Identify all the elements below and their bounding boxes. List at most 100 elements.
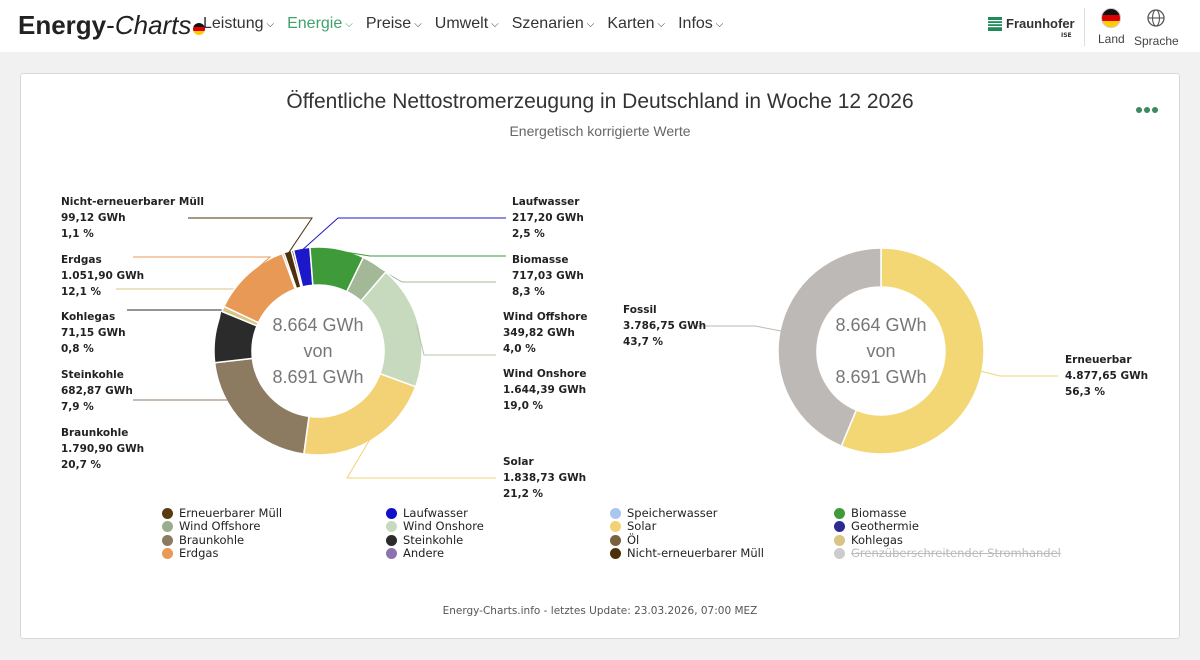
leader-line-wind-onshore: [416, 325, 496, 356]
label-name-laufwasser: Laufwasser: [512, 196, 580, 208]
slice-wind-onshore[interactable]: [359, 271, 423, 388]
label-percent-nicht-erneuerbarer-muell: 1,1 %: [61, 228, 94, 240]
language-selector[interactable]: Sprache: [1134, 8, 1179, 48]
leader-line-braunkohle: [133, 399, 246, 423]
legend-label: Öl: [627, 532, 640, 547]
label-name-erdgas: Erdgas: [61, 254, 102, 266]
label-name-kohlegas: Kohlegas: [61, 311, 115, 323]
main-nav: Leistung ⌵ Energie ⌵ Preise ⌵ Umwelt ⌵ Szena…: [203, 15, 736, 33]
nav-infos[interactable]: Infos ⌵: [678, 15, 724, 32]
center-von: von: [866, 341, 895, 361]
leader-line-solar: [346, 438, 496, 479]
legend-label: Kohlegas: [851, 532, 903, 547]
label-name-wind-offshore: Wind Offshore: [503, 311, 588, 323]
label-percent-fossil: 43,7 %: [623, 336, 664, 348]
country-selector[interactable]: Land: [1098, 8, 1125, 46]
fraunhofer-icon: [988, 16, 1002, 31]
chevron-down-icon: ⌵: [657, 19, 666, 30]
nav-szenarien[interactable]: Szenarien ⌵: [511, 15, 595, 32]
nav-umwelt[interactable]: Umwelt ⌵: [434, 15, 499, 32]
label-value-wind-offshore: 349,82 GWh: [503, 327, 575, 339]
legend-item-erneuerbarer-muell[interactable]: Erneuerbarer Müll: [162, 507, 386, 520]
legend-label: Wind Offshore: [179, 519, 261, 534]
legend-item-kohlegas[interactable]: Kohlegas: [834, 532, 1058, 547]
legend-dot-icon: [162, 548, 173, 560]
legend-item-wind-offshore[interactable]: Wind Offshore: [162, 520, 386, 533]
label-name-biomasse: Biomasse: [512, 254, 568, 266]
legend-label: Solar: [627, 519, 657, 534]
dot-icon: [1136, 107, 1142, 113]
label-percent-erdgas: 12,1 %: [61, 286, 102, 298]
dot-icon: [1144, 107, 1150, 113]
center-total-all: 8.691 GWh: [272, 367, 363, 387]
slice-erdgas[interactable]: [223, 252, 297, 324]
left-donut: Laufwasser 217,20 GWh 2,5 % Biomasse 717,03 …: [61, 196, 588, 500]
legend-item-wind-onshore[interactable]: Wind Onshore: [386, 520, 610, 533]
legend-item-laufwasser[interactable]: Laufwasser: [386, 507, 610, 520]
center-von: von: [303, 341, 332, 361]
nav-karten[interactable]: Karten ⌵: [607, 15, 666, 32]
leader-line-steinkohle: [127, 309, 223, 337]
legend-label: Erdgas: [179, 546, 219, 561]
right-donut: Erneuerbar 4.877,65 GWh 56,3 % Fossil 3.786,…: [623, 247, 1148, 455]
legend-item-steinkohle[interactable]: Steinkohle: [386, 533, 610, 547]
legend-item-nicht-erneuerbarer-muell[interactable]: Nicht-erneuerbarer Müll: [610, 547, 834, 560]
leader-line-kohlegas: [116, 288, 241, 310]
globe-icon: [1147, 9, 1165, 27]
header-divider: [1084, 8, 1085, 46]
chevron-down-icon: ⌵: [715, 19, 724, 30]
country-label: Land: [1098, 32, 1125, 46]
chevron-down-icon: ⌵: [414, 19, 422, 30]
center-total-all: 8.691 GWh: [835, 367, 926, 387]
label-value-nicht-erneuerbarer-muell: 99,12 GWh: [61, 212, 126, 224]
slice-fossil[interactable]: [777, 247, 882, 448]
legend-label: Erneuerbarer Müll: [179, 506, 283, 521]
dot-icon: [1152, 107, 1158, 113]
legend-item-oel[interactable]: Öl: [610, 532, 834, 547]
legend-item-andere[interactable]: Andere: [386, 547, 610, 560]
label-value-erdgas: 1.051,90 GWh: [61, 270, 144, 282]
chevron-down-icon: ⌵: [491, 19, 499, 30]
chart-card: [20, 73, 1180, 639]
legend-dot-icon: [610, 521, 621, 533]
legend-item-speicherwasser[interactable]: Speicherwasser: [610, 507, 834, 520]
chart-menu-button[interactable]: [1136, 98, 1160, 117]
legend-dot-icon: [162, 508, 173, 520]
site-logo[interactable]: Energy-Charts: [18, 10, 206, 41]
fraunhofer-logo[interactable]: Fraunhofer: [988, 16, 1075, 31]
legend-dot-icon: [610, 534, 621, 546]
label-value-biomasse: 717,03 GWh: [512, 270, 584, 282]
legend-item-grenzueberschreitender-stromhandel[interactable]: Grenzüberschreitender Stromhandel: [834, 546, 1061, 561]
legend-label: Grenzüberschreitender Stromhandel: [851, 546, 1061, 561]
label-percent-laufwasser: 2,5 %: [512, 228, 545, 240]
legend-item-biomasse[interactable]: Biomasse: [834, 507, 1058, 520]
legend-dot-icon: [386, 548, 397, 560]
legend-item-geothermie[interactable]: Geothermie: [834, 520, 1058, 533]
legend-item-erdgas[interactable]: Erdgas: [162, 547, 386, 560]
legend-dot-icon: [834, 548, 845, 560]
center-total-produced: 8.664 GWh: [272, 315, 363, 335]
legend-dot-icon: [386, 534, 397, 546]
legend-label: Laufwasser: [403, 506, 468, 521]
label-value-kohlegas: 71,15 GWh: [61, 327, 126, 339]
label-name-nicht-erneuerbarer-muell: Nicht-erneuerbarer Müll: [61, 196, 204, 208]
leader-line-laufwasser: [301, 217, 506, 251]
legend-item-braunkohle[interactable]: Braunkohle: [162, 533, 386, 547]
slice-nicht-erneuerbarer-muell[interactable]: [283, 249, 302, 290]
label-value-solar: 1.838,73 GWh: [503, 472, 586, 484]
label-percent-biomasse: 8,3 %: [512, 286, 545, 298]
label-name-erneuerbar: Erneuerbar: [1065, 354, 1132, 366]
leader-line-erdgas: [133, 256, 272, 277]
nav-energie[interactable]: Energie ⌵: [287, 15, 353, 32]
legend-item-solar[interactable]: Solar: [610, 520, 834, 533]
nav-leistung[interactable]: Leistung ⌵: [203, 15, 275, 32]
legend-label: Biomasse: [851, 506, 907, 521]
nav-preise[interactable]: Preise ⌵: [365, 15, 422, 32]
leader-line-wind-offshore: [373, 265, 496, 283]
legend-dot-icon: [610, 508, 621, 520]
label-name-wind-onshore: Wind Onshore: [503, 368, 586, 380]
last-update-footer: Energy-Charts.info - letztes Update: 23.…: [442, 605, 758, 617]
slice-erneuerbar[interactable]: [840, 247, 985, 455]
legend-dot-icon: [834, 534, 845, 546]
